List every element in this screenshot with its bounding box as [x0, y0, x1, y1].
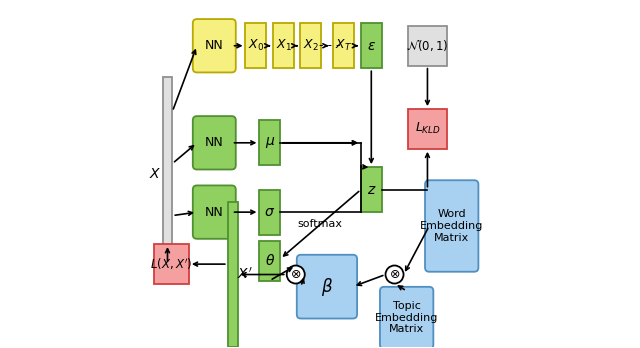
- FancyBboxPatch shape: [163, 77, 172, 271]
- Text: $\theta$: $\theta$: [264, 253, 275, 268]
- Text: NN: NN: [205, 136, 223, 149]
- FancyBboxPatch shape: [154, 244, 189, 284]
- FancyBboxPatch shape: [246, 23, 266, 68]
- Text: $\mathcal{N}(0,1)$: $\mathcal{N}(0,1)$: [406, 38, 449, 53]
- FancyBboxPatch shape: [193, 116, 236, 169]
- Text: Topic
Embedding
Matrix: Topic Embedding Matrix: [375, 301, 438, 334]
- FancyBboxPatch shape: [193, 19, 236, 72]
- FancyBboxPatch shape: [259, 120, 280, 165]
- FancyBboxPatch shape: [408, 26, 447, 66]
- Text: $\sigma$: $\sigma$: [264, 205, 275, 219]
- Text: $X'$: $X'$: [237, 267, 252, 282]
- Text: $X_1$: $X_1$: [276, 38, 292, 53]
- Text: $\otimes$: $\otimes$: [389, 268, 400, 281]
- FancyBboxPatch shape: [259, 190, 280, 235]
- Text: NN: NN: [205, 206, 223, 219]
- FancyBboxPatch shape: [273, 23, 294, 68]
- FancyBboxPatch shape: [297, 255, 357, 318]
- Text: $\beta$: $\beta$: [321, 276, 333, 298]
- Text: $L(X,X')$: $L(X,X')$: [150, 256, 193, 272]
- FancyBboxPatch shape: [333, 23, 354, 68]
- Text: NN: NN: [205, 39, 223, 52]
- Text: - - -: - - -: [319, 39, 340, 52]
- FancyBboxPatch shape: [380, 287, 433, 348]
- Circle shape: [287, 266, 305, 284]
- FancyBboxPatch shape: [300, 23, 321, 68]
- FancyBboxPatch shape: [361, 167, 381, 212]
- FancyBboxPatch shape: [228, 202, 237, 347]
- Text: $\epsilon$: $\epsilon$: [367, 39, 376, 53]
- Text: $X_0$: $X_0$: [248, 38, 264, 53]
- FancyBboxPatch shape: [193, 185, 236, 239]
- Text: $\mu$: $\mu$: [264, 135, 275, 150]
- Circle shape: [385, 266, 404, 284]
- Text: softmax: softmax: [298, 219, 342, 229]
- Text: $z$: $z$: [367, 183, 376, 197]
- Text: $L_{KLD}$: $L_{KLD}$: [415, 121, 440, 136]
- FancyBboxPatch shape: [425, 180, 479, 272]
- Text: $X$: $X$: [149, 167, 161, 181]
- FancyBboxPatch shape: [259, 241, 280, 280]
- FancyBboxPatch shape: [361, 23, 381, 68]
- Text: $X_T$: $X_T$: [335, 38, 352, 53]
- Text: Word
Embedding
Matrix: Word Embedding Matrix: [420, 209, 483, 243]
- Text: $X_2$: $X_2$: [303, 38, 319, 53]
- FancyBboxPatch shape: [408, 109, 447, 149]
- Text: $\otimes$: $\otimes$: [290, 268, 301, 281]
